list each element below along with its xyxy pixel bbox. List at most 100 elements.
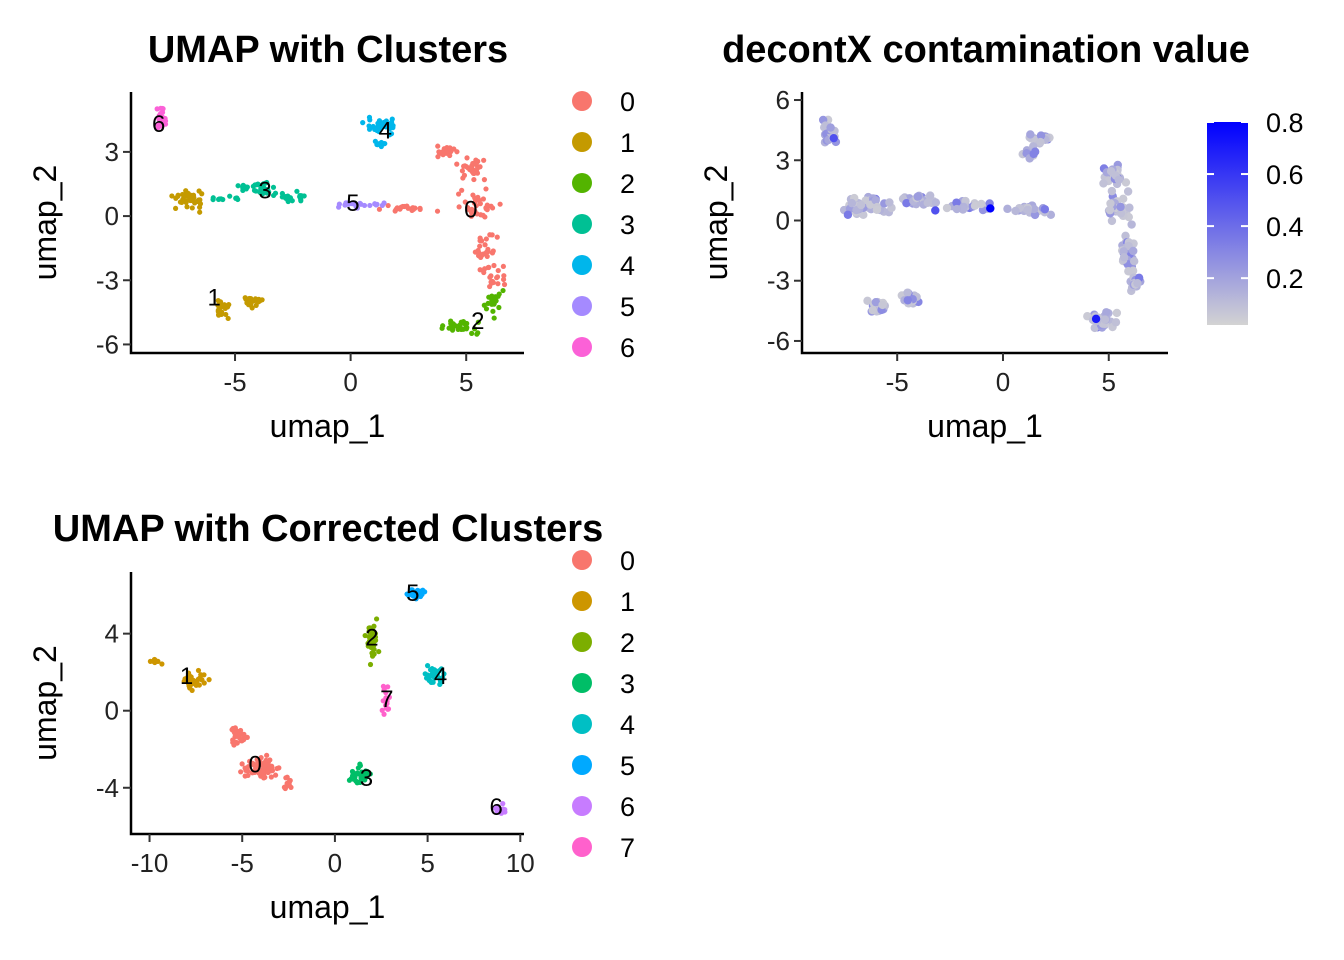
contamination-point: [1116, 202, 1125, 212]
point-cluster-0: [471, 176, 477, 183]
axis-lines: [129, 92, 524, 355]
legend-key-4: [572, 255, 592, 275]
point-cluster-5: [410, 589, 416, 595]
point-cluster-7: [381, 711, 387, 717]
point-cluster-0: [473, 202, 479, 209]
legend-label-0: 0: [620, 546, 635, 576]
legend: 0 1 2 3 4 5 6 7: [572, 546, 635, 863]
point-cluster-0: [238, 738, 244, 744]
point-cluster-0: [464, 155, 470, 161]
point-cluster-3: [266, 189, 272, 195]
point-cluster-1: [219, 309, 225, 315]
point-cluster-0: [256, 770, 262, 776]
point-cluster-3: [357, 763, 363, 769]
point-cluster-0: [489, 205, 496, 211]
point-cluster-1: [198, 672, 204, 678]
contamination-point: [872, 205, 882, 214]
point-cluster-0: [286, 781, 292, 787]
cluster-label-3: 3: [360, 765, 373, 792]
point-cluster-3: [227, 193, 233, 199]
point-cluster-0: [242, 773, 248, 779]
point-cluster-1: [256, 299, 262, 305]
y-tick-label: -6: [767, 326, 790, 356]
colorbar-tick-label: 0.6: [1266, 160, 1304, 190]
point-cluster-4: [387, 132, 393, 138]
contamination-point-high: [1091, 314, 1101, 324]
legend-key-6: [572, 337, 592, 357]
point-cluster-6: [159, 105, 165, 112]
point-cluster-4: [367, 117, 373, 123]
contamination-point-high: [931, 206, 940, 215]
contamination-point: [902, 198, 911, 208]
point-cluster-0: [435, 154, 441, 160]
point-cluster-0: [242, 765, 248, 771]
point-cluster-3: [260, 188, 267, 195]
legend-label-4: 4: [620, 251, 635, 281]
point-cluster-1: [249, 305, 255, 311]
point-cluster-1: [185, 191, 192, 198]
point-cluster-0: [462, 163, 468, 169]
cluster-label-7: 7: [380, 686, 393, 713]
point-cluster-7: [384, 698, 390, 704]
legend-label-4: 4: [620, 710, 635, 740]
legend-key-5: [572, 296, 592, 316]
point-cluster-0: [500, 263, 506, 270]
y-tick-label: -4: [96, 773, 119, 803]
x-tick-label: -10: [131, 848, 169, 878]
point-cluster-3: [235, 196, 241, 203]
contamination-point: [1114, 175, 1123, 184]
point-cluster-3: [235, 183, 241, 189]
point-cluster-0: [455, 191, 462, 197]
point-cluster-0: [489, 278, 496, 285]
point-cluster-3: [279, 190, 285, 197]
point-cluster-0: [461, 172, 468, 178]
point-cluster-3: [240, 182, 246, 188]
point-cluster-2: [366, 634, 372, 640]
point-cluster-0: [481, 157, 487, 163]
point-cluster-1: [193, 681, 199, 688]
point-cluster-0: [477, 235, 483, 241]
panel-2: decontX contamination value -5 0 5 -6 -3 0 3 6 um…: [698, 29, 1304, 444]
contamination-point: [1099, 179, 1108, 188]
scatter-points: [818, 115, 1145, 333]
point-cluster-1: [226, 302, 232, 308]
point-cluster-2: [475, 330, 481, 336]
contamination-point: [871, 196, 880, 205]
point-cluster-3: [358, 773, 364, 779]
point-cluster-0: [269, 763, 275, 769]
point-cluster-5: [373, 202, 379, 208]
contamination-point: [1003, 204, 1012, 214]
contamination-point: [1029, 204, 1039, 214]
point-cluster-0: [261, 774, 268, 780]
x-tick-label: 0: [343, 367, 357, 397]
point-cluster-0: [238, 769, 244, 775]
y-tick-label: 3: [776, 145, 790, 175]
point-cluster-0: [480, 196, 486, 202]
point-cluster-1: [169, 193, 175, 199]
point-cluster-2: [491, 300, 497, 307]
legend-key-7: [572, 837, 592, 857]
legend-label-3: 3: [620, 669, 635, 699]
point-cluster-0: [258, 755, 264, 761]
point-cluster-0: [232, 730, 238, 736]
point-cluster-0: [447, 152, 453, 159]
point-cluster-3: [354, 770, 360, 776]
point-cluster-4: [430, 679, 436, 685]
point-cluster-0: [491, 262, 497, 269]
legend-label-6: 6: [620, 333, 635, 363]
cluster-label-0: 0: [464, 197, 477, 224]
point-cluster-0: [459, 187, 465, 193]
point-cluster-7: [381, 686, 387, 693]
contamination-point: [1129, 257, 1139, 266]
point-cluster-4: [426, 677, 432, 683]
chart-title: UMAP with Corrected Clusters: [53, 508, 603, 550]
contamination-point: [1124, 267, 1133, 276]
point-cluster-0: [417, 205, 423, 211]
contamination-point: [1125, 203, 1134, 212]
point-cluster-0: [376, 206, 383, 212]
point-cluster-6: [162, 115, 168, 122]
contamination-point: [863, 296, 872, 305]
point-cluster-1: [215, 298, 221, 304]
point-cluster-0: [250, 760, 256, 766]
x-axis-label: umap_1: [927, 408, 1043, 444]
